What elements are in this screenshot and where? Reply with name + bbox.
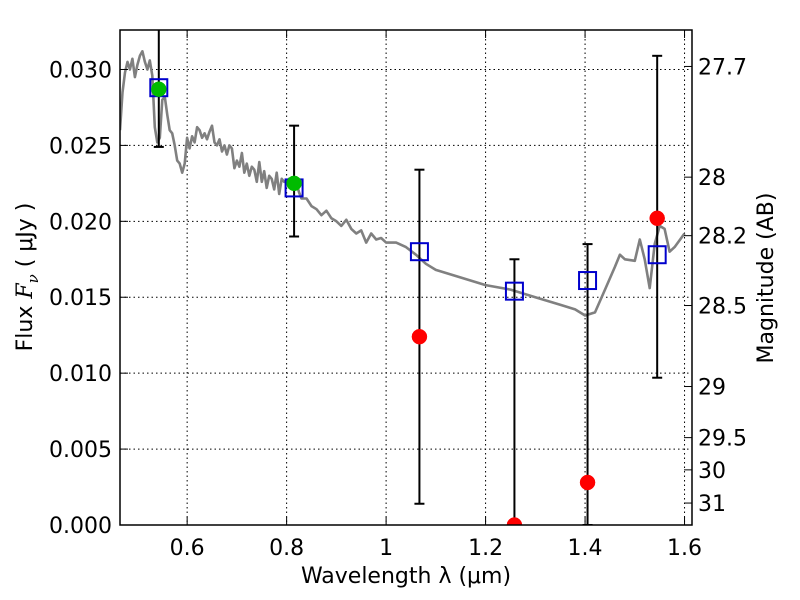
observed-flux-square [409,242,429,262]
y-tick-label: 0.005 [49,438,112,463]
y-tick-label: 0.020 [49,210,112,235]
axis-ticks [120,30,692,526]
red-flux-point [506,517,523,525]
x-tick-label: 0.8 [269,536,304,561]
observed-flux-square [647,245,667,265]
y-tick-label: 0.015 [49,286,112,311]
y-tick-label: 0.010 [49,362,112,387]
x-axis-label: Wavelength λ (μm) [301,564,511,589]
y-tick-label: 0.025 [49,134,112,159]
y-axis-label-symbol: F [13,283,38,300]
model-spectrum-layer [120,49,686,317]
axis-tick-labels: 0.6 0.8 1 1.2 1.4 1.6 0.000 0.005 0.010 0.015 0.02… [49,55,747,561]
red-flux-point [649,210,665,227]
y2-tick-label: 27.7 [698,55,747,80]
y2-tick-label: 29.5 [698,427,747,452]
y-tick-label: 0.030 [49,58,112,83]
x-tick-label: 1.2 [468,536,503,561]
plot-background [120,30,692,525]
y2-axis-label: Magnitude (AB) [754,193,779,364]
y2-tick-label: 28.2 [698,225,747,250]
green-flux-point [286,175,302,192]
marker-layer [149,78,667,525]
x-tick-label: 0.6 [170,536,205,561]
green-flux-point [151,81,167,97]
plot-area [120,30,686,525]
red-flux-point [411,328,428,345]
y2-tick-label: 29 [698,376,726,401]
y2-tick-label: 28.5 [698,295,747,320]
y2-tick-label: 31 [698,492,726,517]
red-flux-point [579,474,596,491]
y-tick-label: 0.000 [49,514,112,539]
x-tick-label: 1.6 [667,536,702,561]
y2-tick-label: 30 [698,459,726,484]
plot-frame [119,29,693,526]
model-spectrum-line [120,49,686,317]
y-axis-label-prefix: Flux [13,299,38,352]
y2-tick-label: 28 [698,166,726,191]
x-tick-label: 1.4 [568,536,603,561]
y-axis-label-subscript: ν [24,274,42,283]
observed-flux-square [504,281,524,301]
observed-flux-square [578,271,598,291]
x-tick-label: 1 [379,536,393,561]
y-axis-label: Flux Fν ( μJy ) [13,203,42,352]
y-axis-label-suffix: ( μJy ) [13,203,38,275]
